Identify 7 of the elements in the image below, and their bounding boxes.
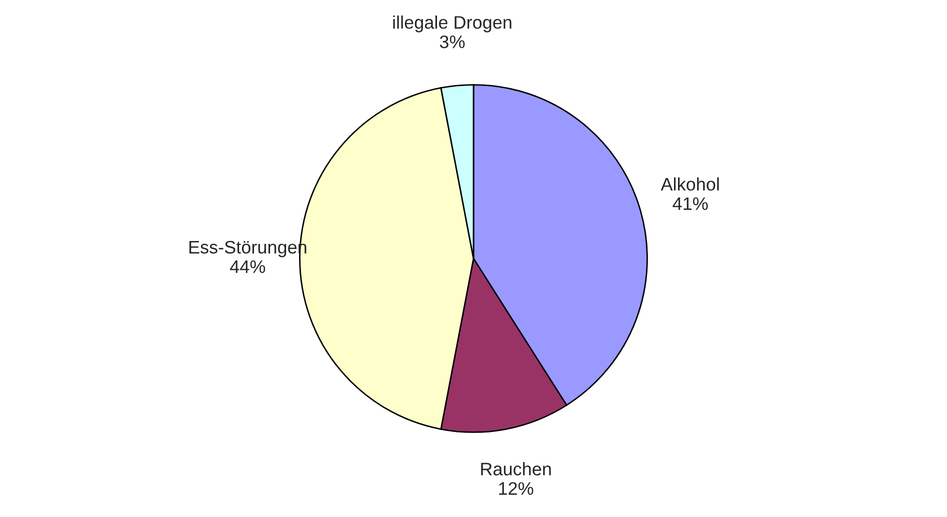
data-label: 41%	[672, 197, 708, 210]
slice-label: illegale Drogen	[393, 16, 512, 32]
data-label: 3%	[440, 35, 465, 48]
slice-label: Rauchen	[481, 462, 551, 476]
data-label: 12%	[499, 482, 534, 495]
slice-label: Alkohol	[660, 177, 719, 191]
data-label: 44%	[230, 260, 266, 273]
